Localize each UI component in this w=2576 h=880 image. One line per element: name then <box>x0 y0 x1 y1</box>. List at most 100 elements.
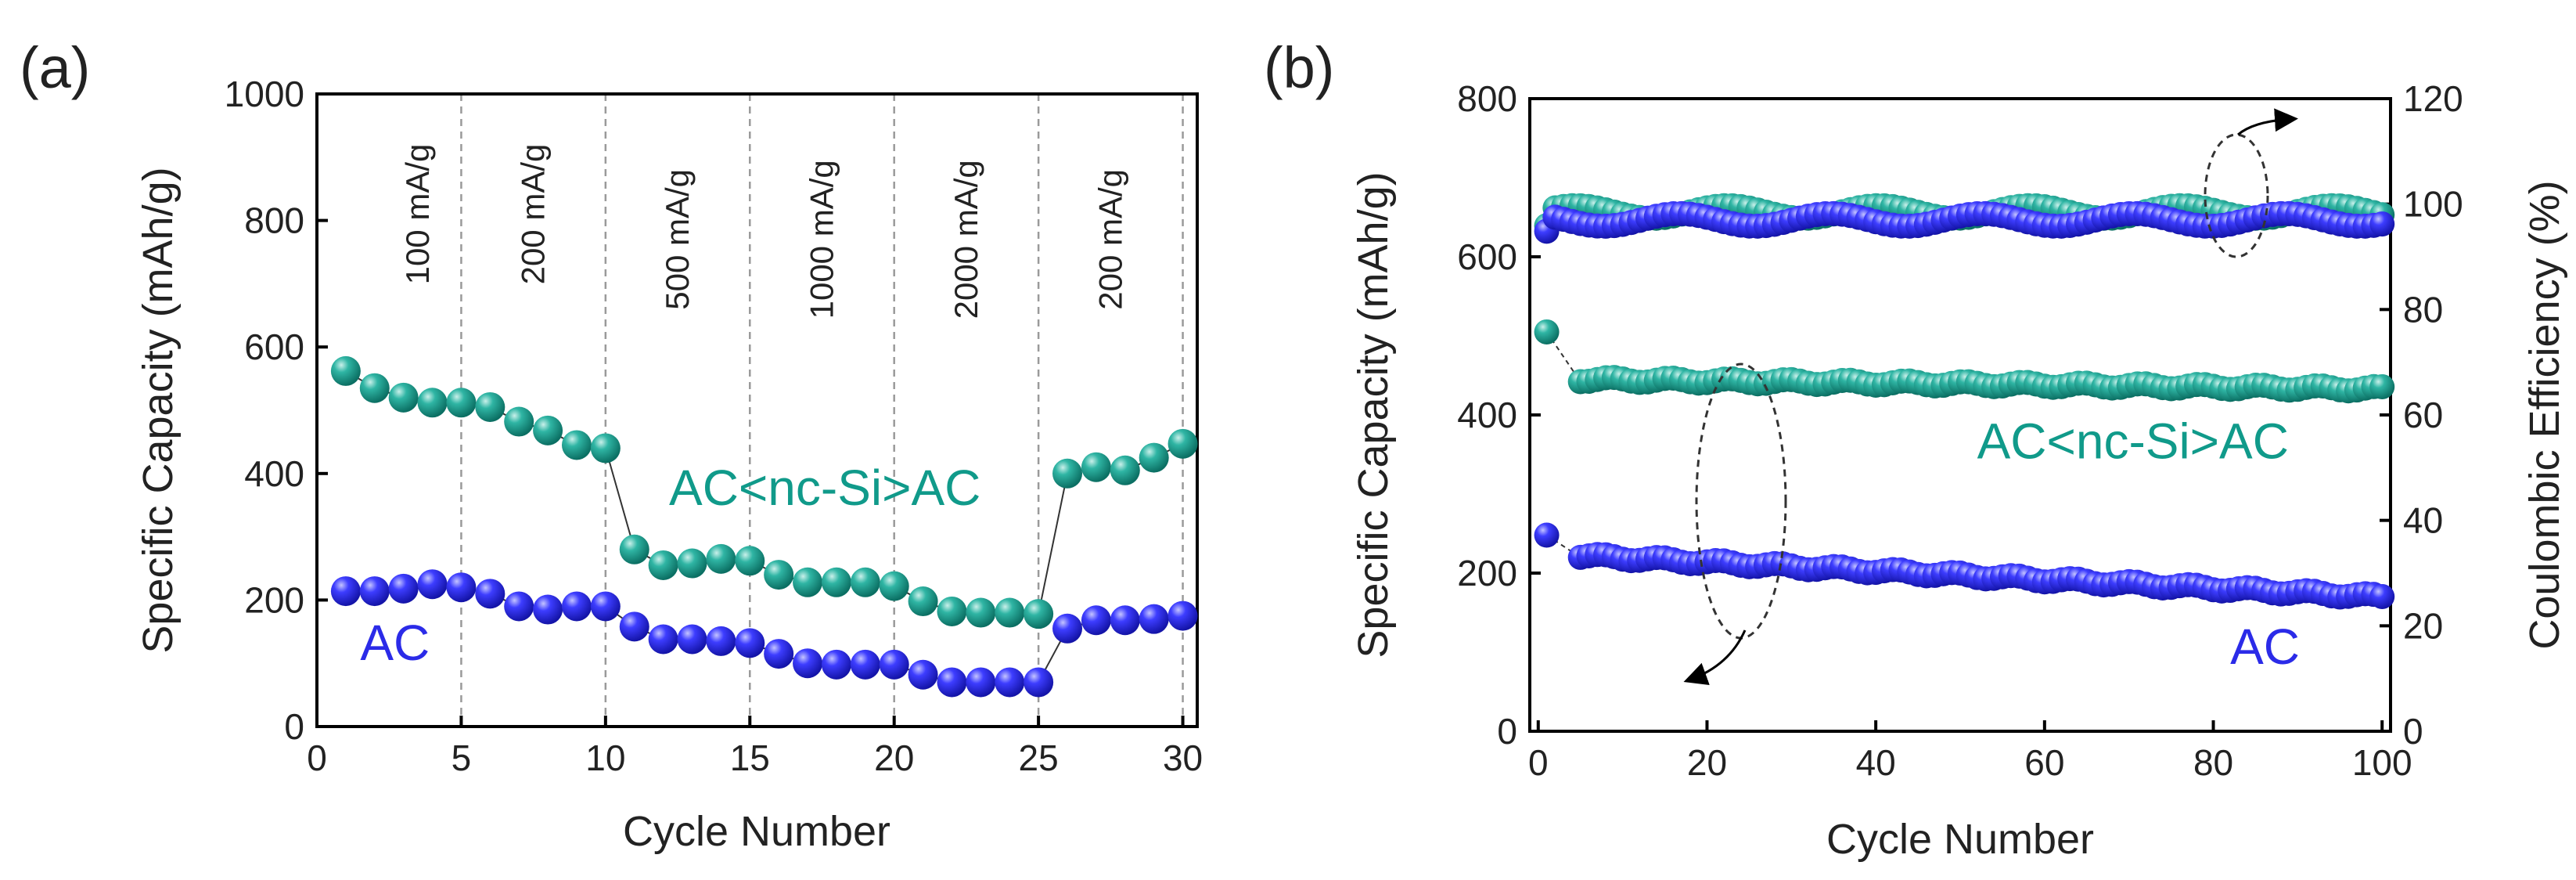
x-tick-label: 5 <box>452 738 472 778</box>
data-point <box>850 567 880 597</box>
data-point <box>388 573 419 604</box>
series-label-blue-a: AC <box>360 615 430 671</box>
data-point <box>330 576 361 607</box>
data-point <box>359 373 390 403</box>
data-point <box>821 649 851 680</box>
data-point <box>677 624 707 655</box>
y-right-tick-label: 40 <box>2403 500 2443 541</box>
y-tick-label: 800 <box>1457 78 1517 119</box>
data-point <box>1167 600 1198 631</box>
left-axis-annotation-ellipse <box>1695 362 1787 640</box>
y-ticks-b: 0 200 400 600 800 <box>1457 78 1541 752</box>
data-points-b <box>1534 193 2395 610</box>
x-tick-label: 30 <box>1163 738 1203 778</box>
data-point <box>504 591 534 622</box>
data-point <box>359 576 390 607</box>
data-point <box>937 667 967 698</box>
data-points-a <box>330 355 1198 698</box>
data-point <box>764 560 794 590</box>
data-point <box>475 391 505 422</box>
ce-data-point <box>2369 211 2395 237</box>
data-point <box>2369 583 2395 609</box>
data-point <box>475 579 505 609</box>
x-axis-label-a: Cycle Number <box>623 808 890 855</box>
y-tick-label: 0 <box>284 706 304 747</box>
data-point <box>735 628 765 658</box>
data-point <box>821 567 851 597</box>
y-ticks-a: 0 200 400 600 800 1000 <box>225 74 328 747</box>
y-tick-label: 1000 <box>225 74 304 114</box>
panel-a: (a) 0 5 10 15 20 25 30 0 200 400 600 800 1000 100 m… <box>20 35 1203 855</box>
x-tick-label: 100 <box>2352 742 2412 783</box>
y-right-tick-label: 80 <box>2403 289 2443 330</box>
x-tick-label: 0 <box>307 738 327 778</box>
x-tick-label: 0 <box>1528 742 1549 783</box>
y-axis-label-b: Specific Capacity (mAh/g) <box>1350 171 1397 658</box>
data-point <box>879 649 909 680</box>
x-ticks-b: 0 20 40 60 80 100 <box>1528 720 2412 783</box>
rate-label: 500 mA/g <box>659 169 696 310</box>
series-connectors-b <box>1545 331 1581 558</box>
series-label-teal-a: AC<nc-Si>AC <box>669 460 980 516</box>
x-tick-label: 20 <box>874 738 914 778</box>
data-point <box>1052 613 1083 644</box>
right-axis-arrow-icon <box>2237 108 2298 136</box>
data-point <box>446 572 477 603</box>
y-tick-label: 200 <box>1457 553 1517 593</box>
data-point <box>966 667 996 698</box>
y-ticks-right-b: 0 20 40 60 80 100 120 <box>2380 78 2463 752</box>
x-tick-label: 25 <box>1019 738 1059 778</box>
data-point <box>590 591 621 622</box>
x-tick-label: 10 <box>585 738 625 778</box>
left-axis-arrow-icon <box>1683 629 1747 685</box>
right-axis-annotation-ellipse <box>2204 133 2269 258</box>
panel-a-label: (a) <box>20 35 90 100</box>
first-cycle-connector <box>1546 534 1581 558</box>
x-tick-label: 20 <box>1687 742 1727 783</box>
data-point <box>908 659 938 690</box>
data-point <box>388 382 419 413</box>
y-axis-label-a: Specific Capacity (mAh/g) <box>135 167 182 653</box>
data-point <box>1110 605 1140 636</box>
rate-label: 200 mA/g <box>1092 169 1128 310</box>
data-point <box>330 355 361 386</box>
data-point <box>446 388 477 418</box>
y-tick-label: 800 <box>244 200 304 241</box>
data-point <box>706 626 736 656</box>
data-point <box>793 567 823 597</box>
rate-labels: 100 mA/g 200 mA/g 500 mA/g 1000 mA/g 2000 mA… <box>399 144 1128 319</box>
data-point <box>850 649 880 680</box>
data-point <box>966 597 996 628</box>
data-point <box>417 569 448 600</box>
data-point <box>533 594 563 625</box>
data-point <box>561 591 592 622</box>
data-point <box>995 597 1025 628</box>
data-point <box>1052 458 1083 489</box>
x-tick-label: 15 <box>730 738 770 778</box>
y-right-tick-label: 100 <box>2403 184 2463 225</box>
panel-b-label: (b) <box>1264 35 1334 100</box>
data-point <box>1139 442 1169 473</box>
data-point <box>937 596 967 626</box>
y-right-tick-label: 60 <box>2403 395 2443 435</box>
data-point <box>590 433 621 463</box>
rate-label: 200 mA/g <box>515 144 552 285</box>
data-point <box>417 388 448 418</box>
y-tick-label: 400 <box>1457 395 1517 435</box>
y-tick-label: 0 <box>1497 711 1517 752</box>
data-point <box>1167 428 1198 459</box>
data-point <box>677 548 707 579</box>
data-point <box>793 648 823 679</box>
data-point <box>879 571 909 601</box>
y-tick-label: 600 <box>244 326 304 367</box>
x-ticks-a: 0 5 10 15 20 25 30 <box>307 716 1203 778</box>
x-tick-label: 40 <box>1856 742 1896 783</box>
data-point <box>619 611 649 642</box>
data-point <box>1139 604 1169 634</box>
y-right-tick-label: 20 <box>2403 605 2443 646</box>
x-axis-label-b: Cycle Number <box>1826 816 2094 863</box>
y-tick-label: 600 <box>1457 236 1517 277</box>
data-point <box>1081 452 1111 482</box>
data-point <box>1534 522 1560 548</box>
